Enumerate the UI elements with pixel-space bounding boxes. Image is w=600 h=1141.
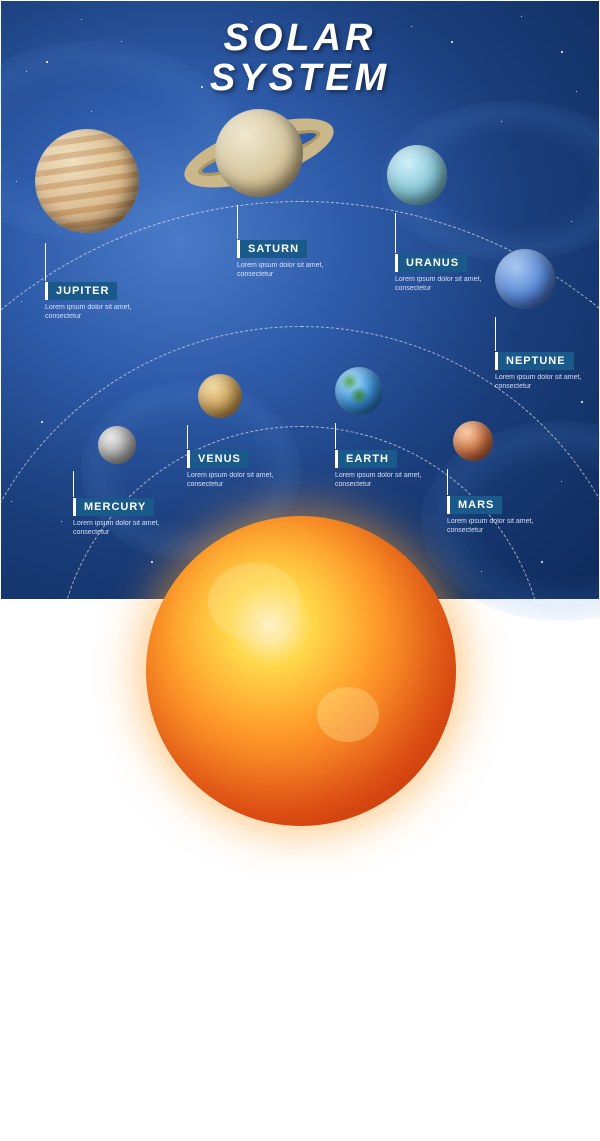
label-neptune: NEPTUNE xyxy=(495,352,574,370)
planet-mercury xyxy=(98,426,136,464)
desc-saturn: Lorem ipsum dolor sit amet, consectetur xyxy=(237,262,337,280)
desc-jupiter: Lorem ipsum dolor sit amet, consectetur xyxy=(45,304,145,322)
info-earth: EARTH Lorem ipsum dolor sit amet, consect… xyxy=(335,449,425,490)
planet-venus xyxy=(198,374,242,418)
desc-venus: Lorem ipsum dolor sit amet, consectetur xyxy=(187,472,277,490)
info-mercury: MERCURY Lorem ipsum dolor sit amet, conse… xyxy=(73,497,168,538)
info-saturn: SATURN Lorem ipsum dolor sit amet, consec… xyxy=(237,239,337,280)
label-saturn: SATURN xyxy=(237,240,307,258)
planet-neptune xyxy=(495,249,555,309)
page-title: SOLAR SYSTEM xyxy=(210,19,390,99)
label-venus: VENUS xyxy=(187,450,249,468)
info-venus: VENUS Lorem ipsum dolor sit amet, consect… xyxy=(187,449,277,490)
planet-earth xyxy=(335,367,383,415)
planet-uranus xyxy=(387,145,447,205)
label-jupiter: JUPITER xyxy=(45,282,117,300)
label-earth: EARTH xyxy=(335,450,397,468)
info-neptune: NEPTUNE Lorem ipsum dolor sit amet, conse… xyxy=(495,351,595,392)
desc-earth: Lorem ipsum dolor sit amet, consectetur xyxy=(335,472,425,490)
planet-jupiter xyxy=(35,129,139,233)
desc-mercury: Lorem ipsum dolor sit amet, consectetur xyxy=(73,520,168,538)
label-mercury: MERCURY xyxy=(73,498,154,516)
planet-mars xyxy=(453,421,493,461)
desc-neptune: Lorem ipsum dolor sit amet, consectetur xyxy=(495,374,595,392)
info-uranus: URANUS Lorem ipsum dolor sit amet, consec… xyxy=(395,253,495,294)
title-line-1: SOLAR xyxy=(210,19,390,59)
desc-uranus: Lorem ipsum dolor sit amet, consectetur xyxy=(395,276,495,294)
desc-mars: Lorem ipsum dolor sit amet, consectetur xyxy=(447,518,537,536)
label-mars: MARS xyxy=(447,496,502,514)
solar-system-infographic: SOLAR SYSTEM MERCURY Lorem ipsum dolor si… xyxy=(0,0,600,600)
sun xyxy=(146,516,456,826)
info-jupiter: JUPITER Lorem ipsum dolor sit amet, conse… xyxy=(45,281,145,322)
label-uranus: URANUS xyxy=(395,254,467,272)
info-mars: MARS Lorem ipsum dolor sit amet, consecte… xyxy=(447,495,537,536)
planet-saturn xyxy=(215,109,303,197)
title-line-2: SYSTEM xyxy=(210,59,390,99)
